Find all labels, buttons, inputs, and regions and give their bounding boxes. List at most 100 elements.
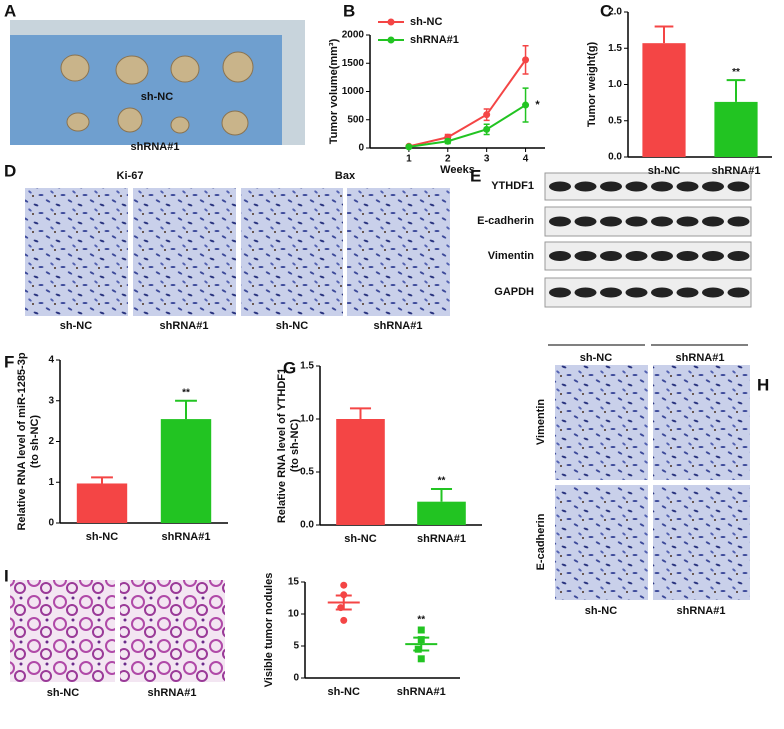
y-tick-label: 1.5 <box>608 43 622 54</box>
caption: shRNA#1 <box>374 320 423 332</box>
band <box>651 287 673 298</box>
error-bar <box>349 407 372 419</box>
panel-label: B <box>343 1 355 20</box>
y-tick-label: 0.0 <box>300 520 314 531</box>
y-tick-label: 10 <box>288 609 300 620</box>
bar <box>76 483 128 523</box>
band <box>727 287 750 298</box>
panel-label: F <box>4 352 14 371</box>
y-axis-title: Tumor volume(mm³) <box>328 38 340 144</box>
marker <box>405 143 413 151</box>
y-tick-label: 0 <box>358 143 364 154</box>
x-tick-label: shRNA#1 <box>162 531 211 543</box>
row-label: Vimentin <box>535 399 547 446</box>
band <box>549 251 571 261</box>
band <box>625 181 648 192</box>
marker <box>414 645 422 653</box>
photo <box>10 20 305 145</box>
x-tick-label: sh-NC <box>328 686 360 698</box>
panel-label: E <box>470 166 481 185</box>
annotation: ** <box>182 387 190 398</box>
band <box>625 287 648 298</box>
caption: sh-NC <box>276 320 308 332</box>
x-tick-label: sh-NC <box>648 165 680 177</box>
caption: shRNA#1 <box>677 605 726 617</box>
x-tick-label: shRNA#1 <box>417 533 466 545</box>
western-blot <box>544 172 752 308</box>
x-tick-label: 2 <box>445 154 451 165</box>
band <box>676 251 699 261</box>
group-label: sh-NC <box>141 91 173 103</box>
band <box>600 181 622 192</box>
annotation: ** <box>417 615 425 626</box>
x-axis-title: Weeks <box>440 164 475 176</box>
stain-title: Ki-67 <box>117 170 144 182</box>
band <box>600 287 622 298</box>
micrographs <box>555 365 750 600</box>
y-tick-label: 500 <box>347 114 364 125</box>
band <box>702 216 724 227</box>
panel-label: D <box>4 161 16 180</box>
group-label: shRNA#1 <box>676 352 725 364</box>
marker <box>340 581 348 589</box>
line <box>408 59 527 148</box>
group-label: sh-NC <box>580 352 612 364</box>
y-tick-label: 1500 <box>342 58 365 69</box>
bar <box>417 501 466 525</box>
band <box>625 216 648 227</box>
y-axis-title: (to sh-NC) <box>289 419 301 472</box>
micrographs <box>25 188 450 316</box>
tumors <box>60 51 254 136</box>
error-bar <box>654 25 674 44</box>
annotation: ** <box>438 476 446 487</box>
protein-label: YTHDF1 <box>491 180 534 192</box>
protein-label: E-cadherin <box>477 215 534 227</box>
y-tick-label: 0.5 <box>608 115 622 126</box>
caption: sh-NC <box>585 605 617 617</box>
protein-label: Vimentin <box>488 250 535 262</box>
y-tick-label: 1.5 <box>300 361 314 372</box>
band <box>727 251 750 261</box>
y-axis-title: Tumor weight(g) <box>586 41 598 127</box>
band <box>549 216 571 227</box>
x-tick-label: 1 <box>406 154 412 165</box>
y-tick-label: 15 <box>288 577 300 588</box>
band <box>574 287 597 298</box>
stain-title: Bax <box>335 170 356 182</box>
y-axis-title: Relative RNA level of YTHDF1 <box>276 368 288 523</box>
ruler <box>282 20 305 145</box>
annotation: * <box>535 99 540 111</box>
bar <box>642 43 686 157</box>
marker <box>522 101 530 109</box>
legend-marker <box>387 36 395 44</box>
marker <box>483 111 491 119</box>
x-tick-label: sh-NC <box>344 533 376 545</box>
y-tick-label: 1.0 <box>300 414 314 425</box>
group-label: shRNA#1 <box>131 141 180 153</box>
y-tick-label: 3 <box>48 395 54 406</box>
y-tick-label: 1000 <box>342 86 365 97</box>
caption: sh-NC <box>47 687 79 699</box>
y-tick-label: 0.5 <box>300 467 314 478</box>
bar <box>160 419 212 523</box>
legend-marker <box>387 18 395 26</box>
bar <box>714 101 758 157</box>
y-axis-title: (to sh-NC) <box>29 415 41 468</box>
y-tick-label: 1.0 <box>608 79 622 90</box>
bar <box>336 419 385 525</box>
band <box>702 181 724 192</box>
band <box>676 181 699 192</box>
caption: sh-NC <box>60 320 92 332</box>
marker <box>483 125 491 133</box>
band <box>676 287 699 298</box>
error-bar <box>726 79 746 102</box>
y-tick-label: 2.0 <box>608 7 622 18</box>
sem-bar <box>335 594 352 611</box>
band <box>727 181 750 192</box>
y-tick-label: 4 <box>48 355 54 366</box>
band <box>651 181 673 192</box>
band <box>600 216 622 227</box>
panel-label: C <box>600 1 612 20</box>
band <box>600 251 622 261</box>
